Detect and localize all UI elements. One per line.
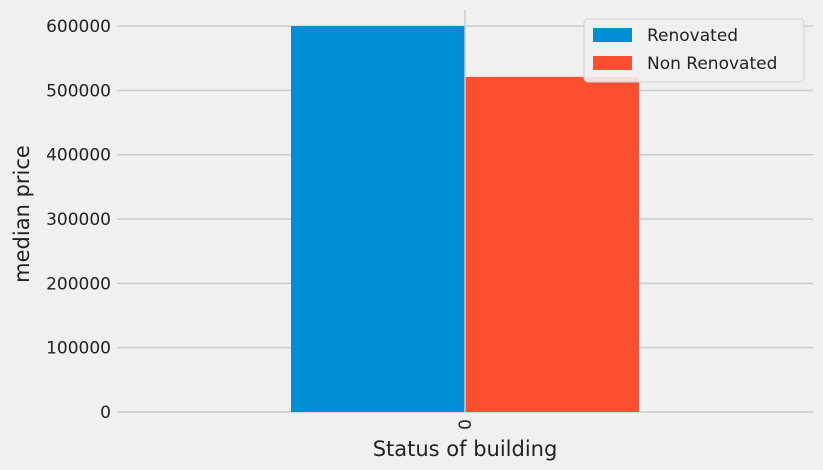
y-tick-label: 400000 — [46, 146, 111, 166]
legend: Renovated Non Renovated — [583, 18, 805, 83]
x-tick-label: 0 — [456, 419, 476, 430]
bar — [291, 26, 465, 413]
y-tick-label: 500000 — [46, 81, 111, 101]
x-tick-labels: 0 — [456, 419, 476, 430]
y-tick-label: 100000 — [46, 339, 111, 359]
y-tick-labels: 0 100000 200000 300000 400000 500000 600000 — [46, 17, 111, 423]
bar — [465, 76, 639, 413]
y-tick-label: 300000 — [46, 210, 111, 230]
legend-box — [583, 18, 805, 83]
y-tick-label: 0 — [100, 403, 111, 423]
legend-label: Non Renovated — [647, 54, 777, 74]
legend-swatch — [593, 56, 632, 70]
y-axis-title: median price — [10, 145, 34, 283]
y-tick-label: 600000 — [46, 17, 111, 37]
legend-swatch — [593, 28, 632, 42]
bars — [291, 26, 639, 413]
legend-label: Renovated — [647, 26, 738, 46]
x-axis-title: Status of building — [373, 437, 558, 461]
y-tick-label: 200000 — [46, 274, 111, 294]
